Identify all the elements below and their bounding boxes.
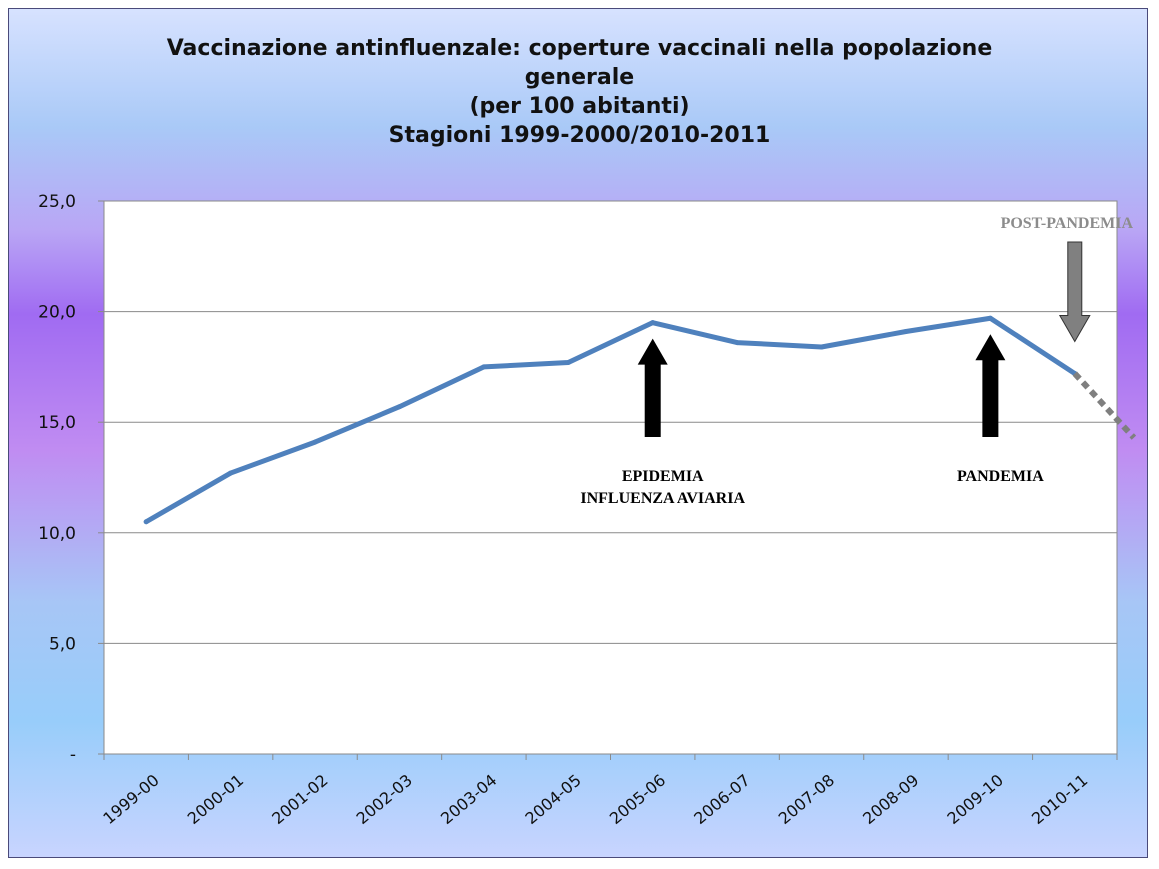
x-tick-label: 1999-00	[99, 771, 162, 829]
plot-area	[103, 200, 1118, 755]
x-tick-label: 2010-11	[1028, 771, 1091, 829]
series-line	[143, 315, 1078, 525]
x-tick-label: 2009-10	[944, 771, 1007, 829]
y-tick-label: -	[70, 745, 76, 765]
annotation-label: POST-PANDEMIA	[1001, 215, 1134, 232]
chart-title: Vaccinazione antinfluenzale: coperture v…	[0, 34, 1159, 150]
x-tick-label: 2003-04	[437, 771, 500, 829]
x-tick-label: 2008-09	[859, 771, 922, 829]
data-point	[481, 364, 487, 370]
data-point	[734, 340, 740, 346]
annotation-label: EPIDEMIA	[622, 468, 704, 485]
y-tick-label: 15,0	[38, 413, 76, 433]
chart-title-line: (per 100 abitanti)	[469, 94, 690, 119]
data-point	[565, 359, 571, 365]
chart-title-line: Stagioni 1999-2000/2010-2011	[388, 123, 771, 148]
y-tick-label: 25,0	[38, 192, 76, 212]
x-tick-label: 2005-06	[606, 771, 669, 829]
y-tick-label: 20,0	[38, 303, 76, 323]
x-tick-label: 2004-05	[521, 771, 584, 829]
x-tick-label: 2002-03	[353, 771, 416, 829]
data-point	[312, 439, 318, 445]
data-point	[143, 519, 149, 525]
annotation-label: INFLUENZA AVIARIA	[580, 490, 745, 507]
x-tick-label: 2007-08	[775, 771, 838, 829]
y-tick-label: 5,0	[49, 634, 76, 654]
annotation-arrow	[975, 334, 1006, 437]
projection-line	[1072, 371, 1137, 440]
y-tick-label: 10,0	[38, 524, 76, 544]
x-tick-label: 2000-01	[184, 771, 247, 829]
chart-title-line: generale	[524, 65, 635, 90]
chart-title-line: Vaccinazione antinfluenzale: coperture v…	[166, 36, 993, 61]
data-point	[396, 404, 402, 410]
data-point	[650, 320, 656, 326]
x-tick-label: 2006-07	[690, 771, 753, 829]
data-point	[819, 344, 825, 350]
data-point	[228, 470, 234, 476]
x-tick-label: 2001-02	[268, 771, 331, 829]
annotation-label: PANDEMIA	[957, 468, 1044, 485]
data-point	[987, 315, 993, 321]
data-point	[903, 329, 909, 335]
annotation-arrow	[637, 338, 668, 437]
post-pandemia-arrow	[1058, 241, 1091, 343]
